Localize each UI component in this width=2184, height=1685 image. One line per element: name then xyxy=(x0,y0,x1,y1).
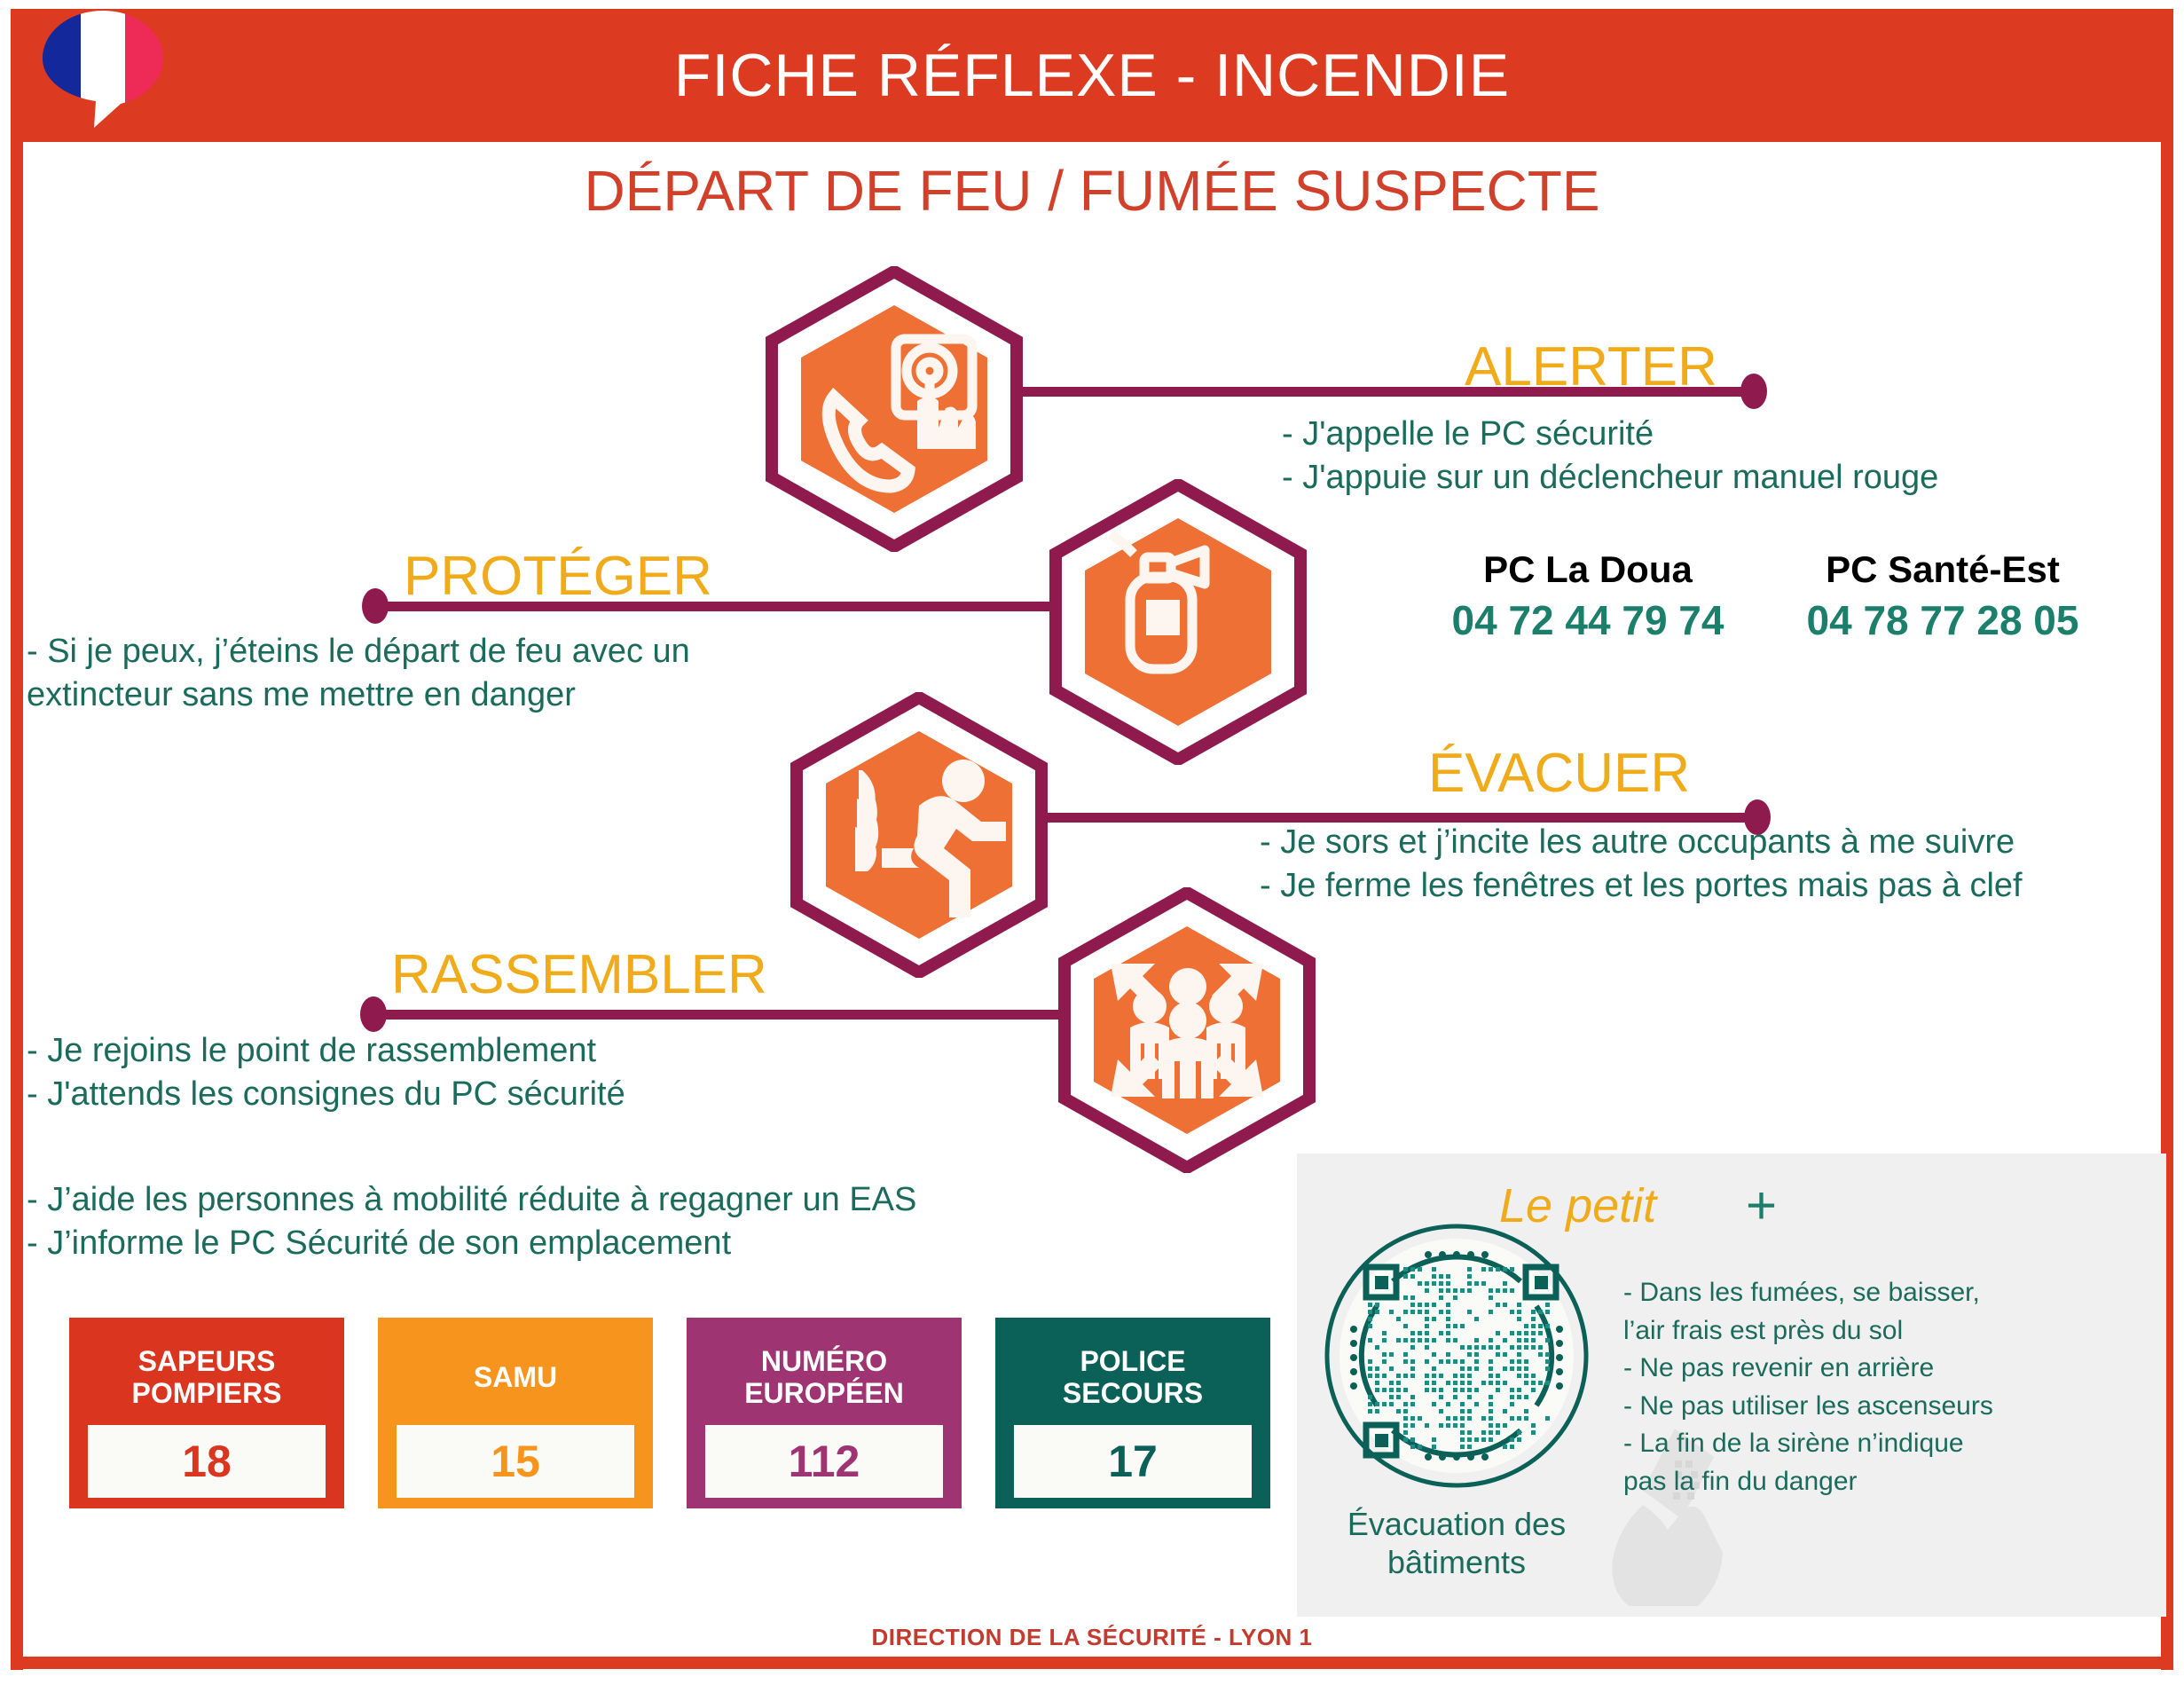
emergency-label: NUMÉRO EUROPÉEN xyxy=(744,1330,904,1425)
emergency-box-numero-europeen: NUMÉRO EUROPÉEN 112 xyxy=(687,1318,962,1508)
step-body-alerter: - J'appelle le PC sécurité - J'appuie su… xyxy=(1282,413,1938,499)
hexagon-alerter xyxy=(765,266,1024,552)
emergency-number: 18 xyxy=(182,1437,232,1486)
tip-line: pas la fin du danger xyxy=(1623,1466,1858,1496)
hexagon-proteger xyxy=(1049,479,1308,765)
header-banner: FICHE RÉFLEXE - INCENDIE xyxy=(11,9,2173,142)
hexagon-rassembler xyxy=(1057,887,1316,1173)
tip-line: - La fin de la sirène n’indique xyxy=(1623,1429,1964,1459)
qr-caption: Évacuation des bâtiments xyxy=(1306,1505,1607,1581)
qr-code-evacuation[interactable] xyxy=(1324,1223,1590,1489)
connector-dot-proteger xyxy=(362,588,389,624)
emergency-box-samu: SAMU 15 xyxy=(378,1318,653,1508)
connector-evacuer xyxy=(1045,813,1753,823)
emergency-label-line: POMPIERS xyxy=(131,1376,282,1409)
pc-contact-number: 04 78 77 28 05 xyxy=(1806,597,2079,643)
connector-dot-alerter xyxy=(1740,374,1767,409)
emergency-label-line: POLICE xyxy=(1080,1344,1186,1377)
qr-caption-line: Évacuation des xyxy=(1347,1506,1567,1542)
hand-phone-scan-watermark xyxy=(1590,1420,1758,1610)
pc-contact-label: PC La Doua xyxy=(1483,548,1693,590)
emergency-label: SAPEURS POMPIERS xyxy=(132,1330,282,1425)
connector-dot-evacuer xyxy=(1744,799,1771,835)
emergency-number: 15 xyxy=(491,1437,540,1486)
emergency-label-line: EUROPÉEN xyxy=(744,1376,904,1409)
plus-icon: + xyxy=(1746,1176,1778,1235)
emergency-box-sapeurs-pompiers: SAPEURS POMPIERS 18 xyxy=(69,1318,344,1508)
step-title-alerter: ALERTER xyxy=(1465,336,1717,398)
step-line: - Je ferme les fenêtres et les portes ma… xyxy=(1260,866,2023,904)
tip-line: - Ne pas utiliser les ascenseurs xyxy=(1623,1390,1993,1421)
pc-contact-sante-est: PC Santé-Est 04 78 77 28 05 xyxy=(1765,548,2120,644)
pc-contact-label: PC Santé-Est xyxy=(1826,548,2060,590)
emergency-number-box: 17 xyxy=(1014,1425,1252,1498)
step-line: - J'appuie sur un déclencheur manuel rou… xyxy=(1282,458,1939,496)
tip-line: - Ne pas revenir en arrière xyxy=(1623,1353,1935,1383)
qr-caption-line: bâtiments xyxy=(1387,1544,1527,1581)
emergency-label: SAMU xyxy=(474,1330,557,1425)
emergency-label: POLICE SECOURS xyxy=(1063,1330,1203,1425)
emergency-number-box: 15 xyxy=(397,1425,634,1498)
emergency-label-line: SAPEURS xyxy=(137,1344,276,1377)
step-title-evacuer: ÉVACUER xyxy=(1428,743,1691,804)
emergency-number-box: 18 xyxy=(88,1425,326,1498)
emergency-label-line: SECOURS xyxy=(1062,1376,1204,1409)
emergency-number: 17 xyxy=(1108,1437,1158,1486)
connector-alerter xyxy=(1022,387,1749,397)
french-flag-speech-bubble-logo xyxy=(37,7,169,131)
emergency-label-line: SAMU xyxy=(473,1360,558,1393)
tip-line: - Dans les fumées, se baisser, xyxy=(1623,1278,1980,1307)
emergency-box-police-secours: POLICE SECOURS 17 xyxy=(995,1318,1270,1508)
emergency-number: 112 xyxy=(788,1437,860,1486)
page-title: FICHE RÉFLEXE - INCENDIE xyxy=(673,42,1511,109)
pc-contact-la-doua: PC La Doua 04 72 44 79 74 xyxy=(1428,548,1748,644)
frame-border-bottom xyxy=(11,1657,2173,1669)
connector-proteger xyxy=(373,602,1054,611)
le-petit-plus-panel: Le petit + xyxy=(1297,1154,2166,1617)
footer-credit: DIRECTION DE LA SÉCURITÉ - LYON 1 xyxy=(871,1624,1313,1650)
extra-instructions: - J’aide les personnes à mobilité réduit… xyxy=(27,1178,916,1264)
emergency-numbers-row: SAPEURS POMPIERS 18 SAMU 15 NUMÉRO EUROPÉE… xyxy=(69,1318,1270,1508)
tip-line: l’air frais est près du sol xyxy=(1623,1315,1904,1345)
step-line: - Je sors et j’incite les autre occupant… xyxy=(1260,823,2015,861)
connector-dot-rassembler xyxy=(360,996,387,1032)
step-line: - Je rejoins le point de rassemblement xyxy=(27,1032,597,1069)
petit-plus-tips: - Dans les fumées, se baisser, l’air fra… xyxy=(1623,1274,1993,1501)
le-petit-plus-title: Le petit xyxy=(1499,1179,1657,1232)
step-title-proteger: PROTÉGER xyxy=(404,546,712,607)
pc-contact-number: 04 72 44 79 74 xyxy=(1451,597,1724,643)
step-body-proteger: - Si je peux, j’éteins le départ de feu … xyxy=(27,630,825,716)
subtitle: DÉPART DE FEU / FUMÉE SUSPECTE xyxy=(584,159,1600,223)
step-body-rassembler: - Je rejoins le point de rassemblement -… xyxy=(27,1029,625,1115)
extra-line: - J’informe le PC Sécurité de son emplac… xyxy=(27,1224,732,1262)
step-title-rassembler: RASSEMBLER xyxy=(391,944,767,1005)
step-line: - J'appelle le PC sécurité xyxy=(1282,415,1654,453)
connector-rassembler xyxy=(373,1010,1063,1020)
emergency-label-line: NUMÉRO xyxy=(760,1344,888,1377)
frame-border-left xyxy=(11,9,23,1670)
hexagon-evacuer xyxy=(790,692,1049,978)
emergency-number-box: 112 xyxy=(705,1425,943,1498)
extra-line: - J’aide les personnes à mobilité réduit… xyxy=(27,1181,917,1218)
step-line: - J'attends les consignes du PC sécurité xyxy=(27,1075,625,1113)
step-body-evacuer: - Je sors et j’incite les autre occupant… xyxy=(1260,821,2023,907)
step-line: - Si je peux, j’éteins le départ de feu … xyxy=(27,633,690,713)
